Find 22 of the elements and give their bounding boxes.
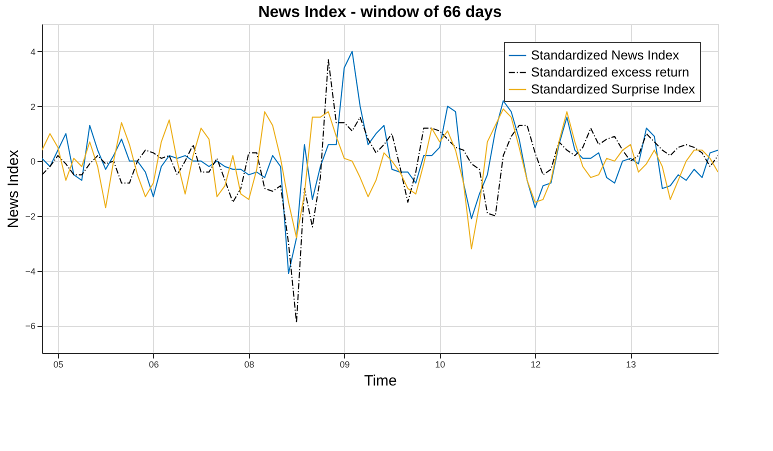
y-tick-label: 4 [30,46,36,57]
x-tick-label: 13 [626,360,636,370]
chart-title: News Index - window of 66 days [258,4,502,21]
x-tick-label: 08 [244,360,254,370]
x-tick-label: 05 [53,360,64,370]
y-tick-label: 2 [30,102,36,112]
legend-label: Standardized excess return [531,64,690,80]
x-tick-label: 09 [340,360,350,370]
line-series [42,50,718,274]
x-tick-label: 06 [148,360,159,370]
x-tick-label: 10 [435,360,446,370]
y-tick-label: −2 [25,211,36,222]
x-tick-label: 12 [530,360,541,370]
line-series [42,59,718,324]
line-series [42,108,718,250]
y-tick-label: 0 [30,156,36,167]
x-axis-title: Time [364,372,397,390]
legend-label: Standardized Surprise Index [531,82,696,96]
y-axis-title: News Index [5,149,22,228]
y-tick-label: −6 [25,321,36,332]
legend-label: Standardized News Index [531,48,680,62]
y-tick-label: −4 [25,266,36,276]
